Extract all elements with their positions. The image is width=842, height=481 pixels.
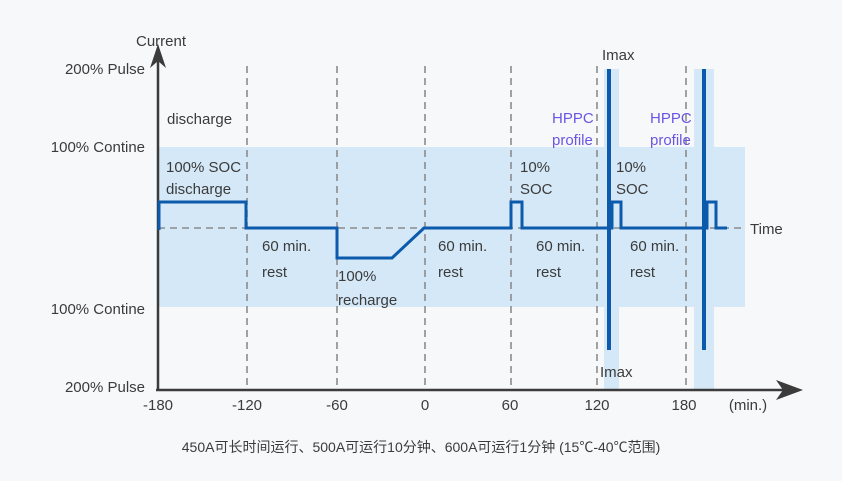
- x-tick-0: 0: [421, 397, 429, 414]
- x-tick-60: 60: [502, 397, 519, 414]
- annotation-10soc2-line2: SOC: [616, 181, 649, 198]
- annotation-imax-top: Imax: [602, 47, 635, 64]
- annotation-imax-bottom: Imax: [600, 364, 633, 381]
- annotation-10soc1-line1: 10%: [520, 159, 550, 176]
- annotation-hppc2-line2: profile: [650, 132, 691, 149]
- annotation-discharge: discharge: [167, 111, 232, 128]
- y-axis-title: Current: [136, 33, 187, 50]
- annotation-100soc-line1: 100% SOC: [166, 159, 241, 176]
- current-profile-line: [157, 200, 727, 260]
- y-label-100-contine-bottom: 100% Contine: [51, 301, 145, 318]
- annotation-rest2-line2: rest: [438, 264, 464, 281]
- x-tick-120: 120: [584, 397, 609, 414]
- annotation-rest4-line2: rest: [630, 264, 656, 281]
- annotation-rest1-line1: 60 min.: [262, 238, 311, 255]
- x-tick-minus60: -60: [326, 397, 348, 414]
- annotation-recharge-line2: recharge: [338, 292, 397, 309]
- annotation-hppc1-line1: HPPC: [552, 110, 594, 127]
- annotation-10soc1-line2: SOC: [520, 181, 553, 198]
- x-tick-minus180: -180: [143, 397, 173, 414]
- annotation-recharge-line1: 100%: [338, 268, 376, 285]
- x-axis-title: Time: [750, 221, 783, 238]
- y-label-200-pulse-top: 200% Pulse: [65, 61, 145, 78]
- x-axis-arrow-icon: [776, 380, 803, 400]
- x-tick-180: 180: [671, 397, 696, 414]
- x-tick-minus120: -120: [232, 397, 262, 414]
- annotation-hppc2-line1: HPPC: [650, 110, 692, 127]
- y-label-100-contine-top: 100% Contine: [51, 139, 145, 156]
- annotation-rest3-line2: rest: [536, 264, 562, 281]
- annotation-rest1-line2: rest: [262, 264, 288, 281]
- annotation-100soc-line2: discharge: [166, 181, 231, 198]
- y-axis-arrow-icon: [150, 44, 166, 68]
- annotation-rest2-line1: 60 min.: [438, 238, 487, 255]
- annotation-rest4-line1: 60 min.: [630, 238, 679, 255]
- annotation-rest3-line1: 60 min.: [536, 238, 585, 255]
- annotation-hppc1-line2: profile: [552, 132, 593, 149]
- annotation-10soc2-line1: 10%: [616, 159, 646, 176]
- y-label-200-pulse-bottom: 200% Pulse: [65, 379, 145, 396]
- figure-caption: 450A可长时间运行、500A可运行10分钟、600A可运行1分钟 (15℃-4…: [182, 439, 660, 455]
- x-axis-unit: (min.): [729, 397, 767, 414]
